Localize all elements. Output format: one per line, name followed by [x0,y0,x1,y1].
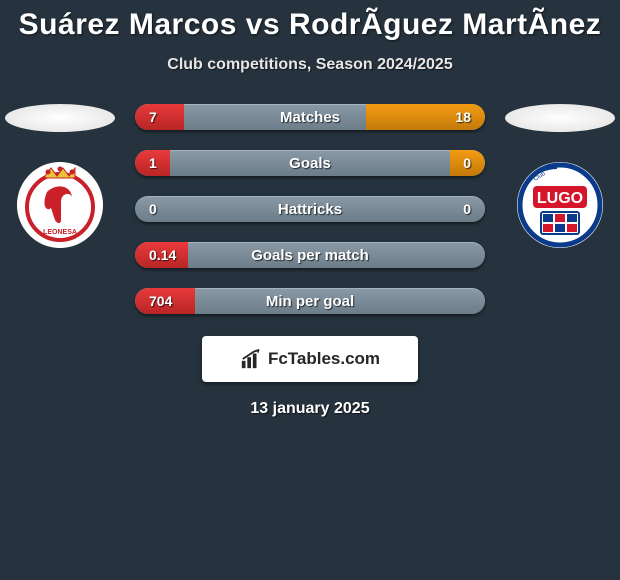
date-label: 13 january 2025 [0,400,620,418]
stat-label: Matches [135,104,485,130]
stat-left-value: 7 [149,104,157,130]
stat-bar: Matches7 18 [135,104,485,130]
stat-right-value: 18 [455,104,471,130]
lugo-icon: LUGO Club [517,162,603,248]
brand-text: FcTables.com [268,349,380,369]
stat-left-value: 1 [149,150,157,176]
stat-label: Hattricks [135,196,485,222]
stat-bar: Goals per match0.14 [135,242,485,268]
right-club-crest: LUGO Club [517,162,603,248]
right-column: LUGO Club [500,104,620,248]
stat-bar: Min per goal704 [135,288,485,314]
stat-label: Goals [135,150,485,176]
stat-left-value: 704 [149,288,172,314]
stat-label: Goals per match [135,242,485,268]
subtitle: Club competitions, Season 2024/2025 [0,56,620,74]
stat-bar: Goals1 0 [135,150,485,176]
right-player-ellipse [505,104,615,132]
stat-label: Min per goal [135,288,485,314]
svg-text:LUGO: LUGO [537,190,583,207]
stat-right-value: 0 [463,196,471,222]
stat-left-value: 0.14 [149,242,176,268]
svg-text:LEONESA: LEONESA [43,229,77,236]
cultural-leonesa-icon: LEONESA [17,162,103,248]
stat-bar: Hattricks0 0 [135,196,485,222]
page-title: Suárez Marcos vs RodrÃ­guez MartÃ­nez [0,0,620,42]
left-column: LEONESA [0,104,120,248]
brand-badge: FcTables.com [202,336,418,382]
left-club-crest: LEONESA [17,162,103,248]
stat-bars: Matches718Goals10Hattricks00Goals per ma… [135,104,485,314]
stat-right-value: 0 [463,150,471,176]
stat-left-value: 0 [149,196,157,222]
fctables-icon [240,348,262,370]
comparison-layout: LEONESA LUGO Club Matches718Goa [0,104,620,382]
left-player-ellipse [5,104,115,132]
